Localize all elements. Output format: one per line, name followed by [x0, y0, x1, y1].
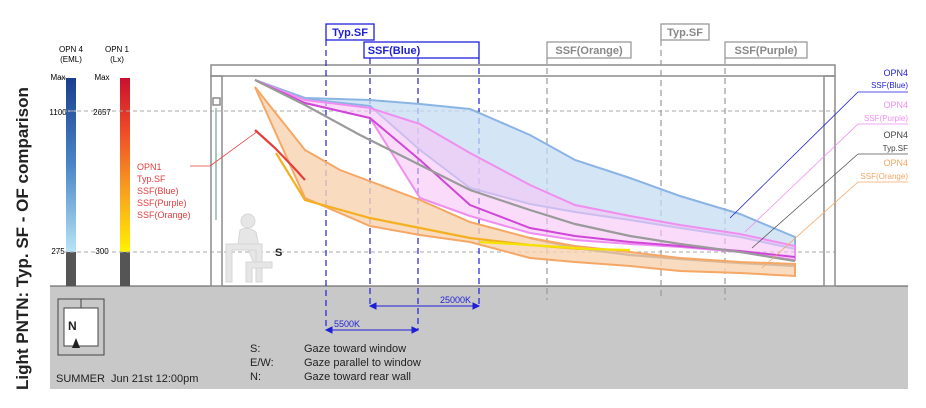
legend-orange-line2: SSF(Orange) — [860, 172, 908, 181]
cct-25000k: 25000K — [440, 295, 471, 305]
legend-blue-line1: OPN4 — [883, 68, 908, 78]
legend-blue-line2: SSF(Blue) — [871, 81, 908, 90]
eml-label-1: OPN 4 — [59, 45, 84, 54]
opn1-legend-item-4: SSF(Orange) — [137, 210, 191, 220]
zone-ssf-orange: SSF(Orange) — [555, 45, 623, 57]
compass-box: N — [57, 298, 105, 356]
eml-value-high: 1100 — [49, 108, 67, 117]
legend-purple-line1: OPN4 — [883, 100, 908, 110]
lux-label-1: OPN 1 — [105, 45, 130, 54]
opn4-purple-band — [254, 79, 796, 262]
right-legend: OPN4 SSF(Blue) OPN4 SSF(Purple) OPN4 Typ… — [729, 68, 908, 269]
opn1-red-line — [254, 129, 306, 181]
legend-orange-line1: OPN4 — [883, 158, 908, 168]
gaze-key-s: S: — [250, 343, 260, 355]
legend-purple-line2: SSF(Purple) — [864, 114, 908, 123]
lux-value-high: 2657 — [93, 108, 111, 117]
lux-max: Max — [94, 73, 109, 82]
zone-typsf-left: Typ.SF — [332, 27, 368, 39]
season-label: SUMMER Jun 21st 12:00pm — [56, 373, 198, 385]
lux-label-2: (Lx) — [110, 55, 124, 64]
gaze-text-ew: Gaze parallel to window — [304, 357, 421, 369]
compass-arrow-icon — [72, 338, 80, 348]
gaze-key-ew: E/W: — [250, 357, 274, 369]
legend-typsf-line2: Typ.SF — [883, 144, 908, 153]
page-title: Light PNTN: Typ. SF - OF comparison — [13, 87, 32, 390]
zone-typsf-right: Typ.SF — [667, 27, 703, 39]
opn4-typsf-line — [254, 79, 796, 263]
lux-scale-bar: OPN 1 (Lx) Max 2657 300 — [93, 45, 130, 286]
opn1-legend-item-2: SSF(Blue) — [137, 186, 179, 196]
cct-annotations — [324, 302, 481, 334]
gaze-notes: S: Gaze toward window E/W: Gaze parallel… — [250, 343, 421, 383]
opn1-legend: OPN1 Typ.SF SSF(Blue) SSF(Purple) SSF(Or… — [137, 130, 259, 220]
eml-scale-bar: OPN 4 (EML) Max 1100 275 — [49, 45, 84, 286]
opn4-orange-band — [254, 86, 796, 278]
gaze-text-n: Gaze toward rear wall — [304, 371, 411, 383]
occupant-figure — [225, 213, 273, 283]
legend-typsf-line1: OPN4 — [883, 130, 908, 140]
cct-5500k: 5500K — [334, 319, 360, 329]
zone-ssf-purple: SSF(Purple) — [735, 45, 798, 57]
gaze-text-s: Gaze toward window — [304, 343, 406, 355]
eml-label-2: (EML) — [60, 55, 82, 64]
opn1-legend-item-1: Typ.SF — [137, 174, 166, 184]
compass-north: N — [68, 319, 77, 333]
opn1-legend-title: OPN1 — [137, 162, 162, 172]
occupant-label: S — [275, 247, 282, 259]
opn1-legend-item-3: SSF(Purple) — [137, 198, 187, 208]
eml-max: Max — [50, 73, 65, 82]
lux-value-low: 300 — [95, 247, 109, 256]
zone-ssf-blue: SSF(Blue) — [368, 45, 421, 57]
gaze-key-n: N: — [250, 371, 261, 383]
building-section — [210, 64, 836, 287]
opn1-yellow-line — [479, 240, 631, 252]
